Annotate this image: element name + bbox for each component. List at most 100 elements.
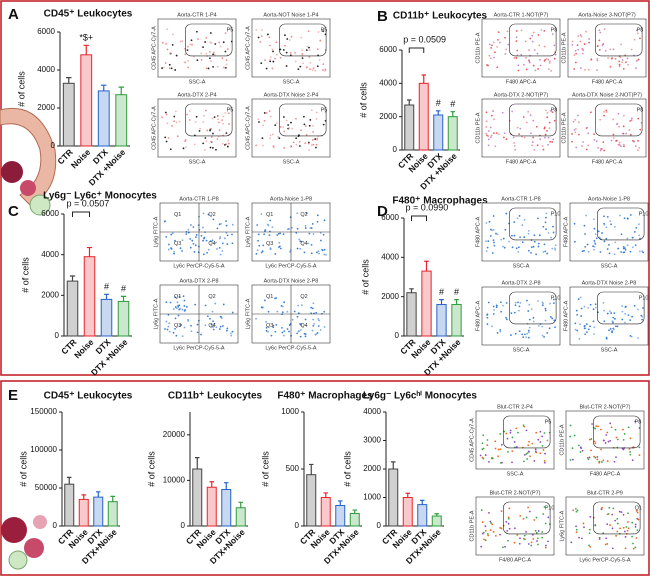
flow-event xyxy=(502,546,504,549)
flow-event xyxy=(611,320,614,323)
flow-event xyxy=(291,127,294,130)
flow-event xyxy=(538,234,541,237)
flow-event xyxy=(612,48,615,51)
flow-event xyxy=(181,40,184,42)
flow-event xyxy=(209,57,211,60)
flow-event xyxy=(297,330,300,333)
flow-event xyxy=(174,110,177,113)
flow-event xyxy=(322,69,324,72)
flow-event xyxy=(282,116,285,118)
flow-event xyxy=(548,327,551,330)
y-tick-label: 4000 xyxy=(41,250,59,259)
flow-event xyxy=(268,110,271,112)
flow-event xyxy=(634,526,637,528)
flow-event xyxy=(639,128,642,131)
quadrant-label: Q1 xyxy=(174,212,181,218)
flow-event xyxy=(527,249,530,252)
quadrant-lines xyxy=(160,203,238,261)
flow-event xyxy=(224,144,226,146)
flow-event xyxy=(541,531,544,533)
flow-event xyxy=(543,506,546,508)
bar xyxy=(100,298,113,337)
flow-event xyxy=(211,310,214,313)
flow-event xyxy=(513,234,516,237)
flow-event xyxy=(485,111,488,114)
flow-event xyxy=(173,120,176,123)
flow-event xyxy=(603,28,606,31)
gate xyxy=(502,415,551,449)
flow-event xyxy=(503,132,506,135)
bar xyxy=(406,292,417,337)
flow-event xyxy=(583,43,586,45)
flow-event xyxy=(511,450,514,453)
flow-event xyxy=(513,221,516,223)
flow-event xyxy=(513,441,516,443)
chart-title: CD11b⁺ Leukocytes xyxy=(393,11,488,22)
flow-title: Aorta-CTR 1-P8 xyxy=(179,196,218,202)
flow-event xyxy=(537,438,540,441)
bar xyxy=(447,116,458,151)
flow-event xyxy=(633,140,636,143)
flow-event xyxy=(530,132,532,135)
flow-event xyxy=(308,124,311,127)
flow-event xyxy=(637,337,639,339)
flow-event xyxy=(318,58,321,61)
flow-event xyxy=(544,309,547,312)
flow-event xyxy=(166,122,169,125)
flow-event xyxy=(190,39,193,42)
flow-event xyxy=(287,124,290,126)
flow-event xyxy=(587,306,590,309)
flow-y-label: Ly6g FITC-A xyxy=(153,298,159,329)
gate xyxy=(508,23,557,57)
flow-event xyxy=(515,30,518,32)
flow-event xyxy=(629,453,632,456)
flow-event xyxy=(514,304,517,307)
flow-title: Aorta-DTX Noise 2-P8 xyxy=(582,280,637,286)
flow-event xyxy=(608,310,611,312)
flow-event xyxy=(312,130,315,133)
gate-label: P5 xyxy=(545,419,552,425)
flow-event xyxy=(612,137,615,139)
flow-title: Aorta-DTX 2-P8 xyxy=(179,278,218,284)
flow-event xyxy=(513,541,516,544)
flow-event xyxy=(594,442,597,445)
flow-event xyxy=(168,67,171,70)
flow-event xyxy=(173,115,176,118)
flow-event xyxy=(519,127,522,130)
flow-event xyxy=(184,53,187,56)
flow-event xyxy=(204,41,207,43)
flow-event xyxy=(576,44,579,47)
flow-event xyxy=(598,39,601,42)
flow-event xyxy=(498,133,500,136)
flow-event xyxy=(317,318,320,320)
bar xyxy=(117,300,130,337)
flow-event xyxy=(626,244,629,247)
flow-event xyxy=(552,231,555,234)
flow-event xyxy=(483,538,485,541)
flow-event xyxy=(497,448,500,451)
flow-event xyxy=(205,52,208,55)
flow-frame xyxy=(157,98,237,158)
chart-title: CD45⁺ Leukocytes xyxy=(44,391,133,402)
flow-event xyxy=(282,126,285,128)
flow-event xyxy=(312,124,314,127)
flow-event xyxy=(632,139,634,142)
flow-event xyxy=(189,238,192,240)
flow-event xyxy=(526,452,529,454)
flow-event xyxy=(581,48,584,51)
flow-event xyxy=(496,66,499,69)
flow-event xyxy=(546,439,549,442)
error-bar xyxy=(421,74,426,84)
bar xyxy=(206,486,217,527)
flow-event xyxy=(164,62,167,64)
flow-event xyxy=(288,39,291,41)
flow-event xyxy=(583,249,585,252)
flow-event xyxy=(579,323,581,326)
flow-event xyxy=(500,510,503,513)
flow-event xyxy=(263,119,266,122)
flow-event xyxy=(585,148,588,151)
flow-event xyxy=(610,223,612,226)
flow-event xyxy=(612,133,615,136)
flow-y-label: CD11b PE-A xyxy=(559,424,565,455)
flow-event xyxy=(622,428,624,431)
